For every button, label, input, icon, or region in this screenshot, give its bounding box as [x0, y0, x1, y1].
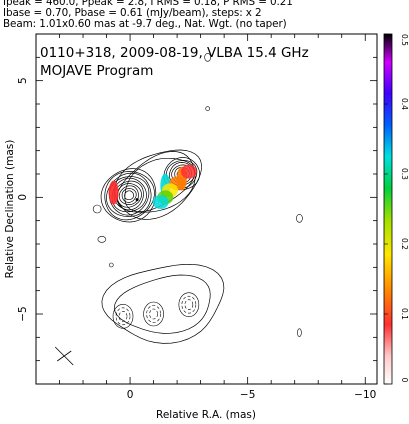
- contour-small: [108, 262, 114, 268]
- x-axis-label: Relative R.A. (mas): [156, 409, 256, 421]
- polarization-patch: [108, 180, 119, 205]
- y-tick-label-2: −5: [17, 306, 29, 321]
- x-tick-label-1: −5: [240, 389, 255, 401]
- plot-area: [54, 53, 303, 366]
- polarization-arc: [152, 195, 169, 209]
- chart-title: 0110+318, 2009-08-19, VLBA 15.4 GHz: [40, 45, 309, 61]
- y-tick-label-0: 5: [17, 77, 29, 84]
- contour-south-knot: [112, 304, 134, 329]
- x-tick-label-0: 0: [127, 389, 134, 401]
- contour-small: [92, 204, 102, 214]
- contour-core: [121, 188, 137, 203]
- contour-envelope: [116, 151, 196, 213]
- contour-small: [205, 106, 210, 111]
- contour-south-knot: [143, 301, 164, 327]
- polarization-arc: [180, 164, 197, 179]
- core-peak-marker: [135, 198, 139, 202]
- contour-south-knot: [149, 308, 158, 320]
- colorbar-label-4: 0.4: [400, 98, 409, 110]
- contour-core: [100, 168, 157, 223]
- contour-south: [113, 274, 211, 334]
- contour-core: [108, 176, 150, 216]
- contour-core: [116, 183, 142, 208]
- colorbar-label-1: 0.1: [400, 308, 409, 320]
- y-tick-label-1: 0: [17, 194, 29, 201]
- y-axis-label: Relative Declination (mas): [4, 140, 16, 279]
- contour-south-knot: [115, 307, 131, 326]
- contour-south-knot: [178, 292, 200, 317]
- contour-south-knot: [146, 305, 161, 323]
- contour-small: [204, 53, 211, 62]
- contour-core: [124, 190, 134, 201]
- contour-core: [113, 180, 144, 211]
- contour-small: [97, 236, 107, 243]
- contour-layer: [92, 53, 303, 344]
- chart-subtitle: MOJAVE Program: [40, 63, 153, 79]
- contour-south-knot: [181, 295, 197, 314]
- beam-minor-axis: [56, 350, 72, 362]
- contour-core: [106, 172, 152, 217]
- contour-south-knot: [118, 311, 128, 322]
- colorbar-label-2: 0.2: [400, 238, 409, 250]
- colorbar-label-3: 0.3: [400, 168, 409, 180]
- header: Ipeak = 460.0, Ppeak = 2.8, I RMS = 0.18…: [3, 0, 403, 30]
- contour-small: [296, 214, 303, 223]
- colorbar-ticks: [384, 33, 388, 385]
- colorbar-label-5: 0.5: [400, 34, 409, 46]
- contour-knot: [169, 162, 195, 186]
- plot-frame: [35, 33, 378, 385]
- extras-layer: [54, 198, 139, 366]
- contour-south-knot: [184, 299, 194, 310]
- contour-envelope: [114, 149, 202, 220]
- colorbar-label-0: 0: [400, 378, 409, 383]
- contour-knot: [171, 164, 192, 184]
- x-tick-label-2: −10: [354, 389, 376, 401]
- contour-small: [297, 328, 302, 337]
- polarization-layer: [108, 164, 197, 209]
- contour-core: [111, 177, 147, 213]
- tick-marks: [36, 34, 377, 384]
- colorbar: [383, 33, 393, 385]
- header-beam-line: Beam: 1.01x0.60 mas at -9.7 deg., Nat. W…: [3, 18, 287, 30]
- contour-core: [104, 171, 155, 221]
- header-levels-line: Ibase = 0.70, Pbase = 0.61 (mJy/beam), s…: [3, 7, 262, 19]
- header-stats-line: Ipeak = 460.0, Ppeak = 2.8, I RMS = 0.18…: [3, 0, 293, 8]
- contour-south: [101, 263, 225, 344]
